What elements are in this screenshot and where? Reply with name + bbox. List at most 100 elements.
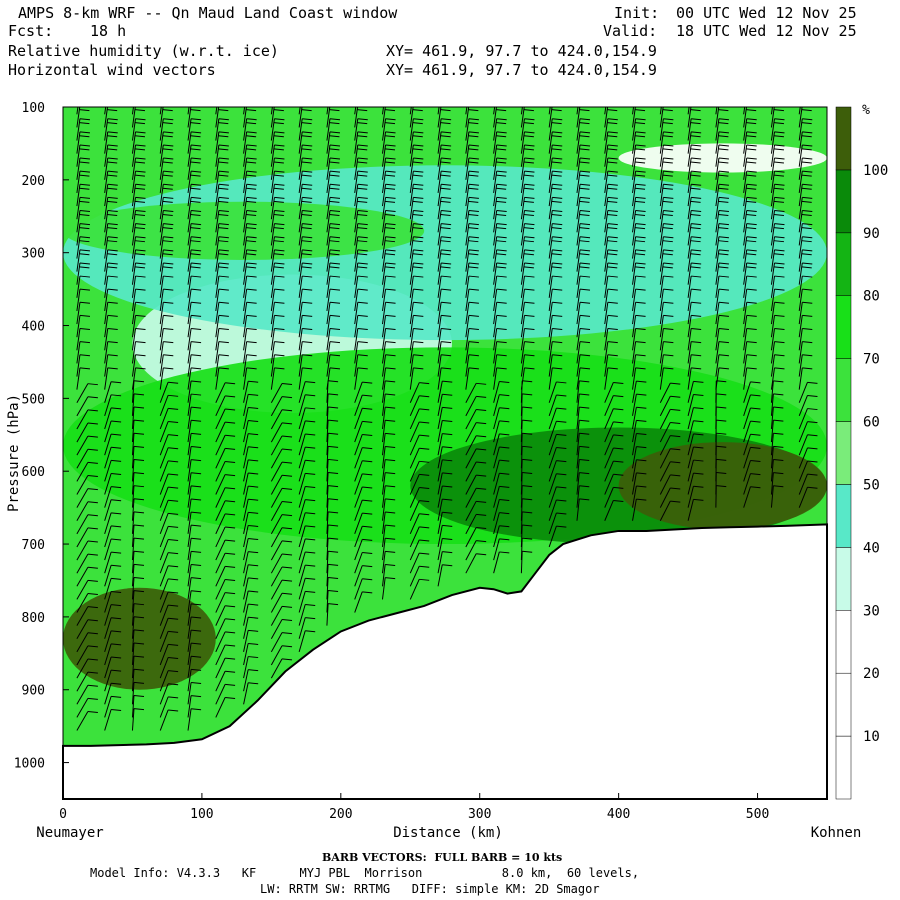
- wind-barb: [104, 472, 122, 495]
- barb-flag: [133, 472, 145, 475]
- wind-barb: [104, 617, 122, 639]
- barb-staff: [159, 434, 169, 456]
- barb-flag: [449, 107, 452, 108]
- barb-flag: [168, 512, 179, 515]
- wind-barb: [104, 341, 118, 364]
- barb-flag: [107, 96, 117, 97]
- wind-barb: [76, 474, 98, 495]
- barb-flag: [636, 92, 646, 93]
- barb-flag: [246, 148, 257, 151]
- wind-barb: [243, 433, 259, 456]
- barb-flag: [135, 367, 146, 370]
- barb-staff: [215, 382, 226, 403]
- barb-flag: [79, 314, 91, 317]
- barb-staff: [270, 461, 283, 482]
- wind-barb: [187, 708, 202, 731]
- barb-staff: [104, 328, 109, 351]
- wind-barb: [159, 447, 179, 469]
- barb-staff: [215, 684, 226, 705]
- barb-staff: [76, 580, 89, 600]
- barb-staff: [270, 593, 283, 613]
- wind-barb: [215, 144, 229, 167]
- wind-barb: [159, 131, 174, 154]
- barb-staff: [243, 407, 249, 430]
- wind-barb: [215, 382, 236, 403]
- wind-barb: [159, 288, 174, 312]
- barb-flag: [87, 566, 98, 569]
- barb-staff: [104, 656, 112, 679]
- barb-staff: [104, 696, 112, 718]
- barb-staff: [159, 683, 169, 705]
- barb-staff: [243, 669, 249, 692]
- barb-flag: [281, 566, 293, 569]
- barb-staff: [187, 564, 192, 587]
- wind-barb: [243, 669, 259, 692]
- wind-barb: [215, 657, 236, 679]
- wind-barb: [270, 501, 293, 521]
- wind-barb: [104, 590, 122, 613]
- wind-barb: [243, 196, 257, 220]
- wind-barb: [270, 514, 293, 535]
- barb-flag: [225, 500, 236, 503]
- wind-barb: [270, 461, 293, 482]
- barb-flag: [301, 122, 312, 125]
- barb-flag: [746, 96, 756, 97]
- wind-barb: [76, 606, 98, 626]
- barb-flag: [246, 144, 257, 147]
- colorbar-bin: [835, 421, 852, 485]
- barb-flag: [281, 527, 293, 530]
- barb-staff: [270, 658, 283, 679]
- barb-staff: [104, 538, 112, 561]
- barb-flag: [218, 249, 229, 252]
- barb-flag: [274, 354, 285, 357]
- barb-staff: [104, 512, 112, 535]
- wind-barb: [270, 118, 285, 141]
- barb-staff: [270, 606, 283, 626]
- barb-staff: [270, 289, 275, 312]
- barb-flag: [199, 107, 202, 108]
- barb-staff: [104, 565, 112, 587]
- barb-flag: [225, 539, 236, 542]
- barb-flag: [218, 174, 229, 177]
- barb-flag: [191, 170, 202, 173]
- wind-barb: [187, 419, 202, 443]
- barb-staff: [159, 578, 169, 600]
- barb-flag: [248, 472, 259, 475]
- barb-flag: [134, 148, 146, 151]
- barb-flag: [87, 474, 98, 477]
- barb-flag: [107, 253, 118, 256]
- wind-barb: [243, 511, 259, 534]
- wind-barb: [131, 170, 146, 194]
- wind-barb: [104, 328, 118, 351]
- x-tick-label: 0: [59, 807, 67, 822]
- barb-staff: [243, 459, 249, 482]
- barb-flag: [191, 472, 202, 475]
- barb-staff: [131, 511, 135, 534]
- barb-flag: [134, 187, 146, 190]
- barb-flag: [635, 96, 645, 97]
- barb-flag: [330, 92, 340, 93]
- barb-staff: [243, 564, 249, 587]
- barb-flag: [663, 92, 673, 93]
- barb-flag: [87, 697, 98, 700]
- wind-barb: [76, 645, 98, 666]
- barb-staff: [104, 578, 112, 600]
- barb-flag: [79, 301, 91, 304]
- barb-flag: [135, 118, 146, 121]
- barb-flag: [248, 538, 259, 541]
- barb-flag: [133, 642, 145, 645]
- barb-staff: [243, 394, 249, 416]
- barb-flag: [302, 92, 312, 93]
- barb-staff: [215, 671, 226, 692]
- wind-barb: [215, 288, 229, 312]
- barb-staff: [298, 525, 306, 548]
- barb-staff: [131, 564, 135, 587]
- barb-flag: [163, 183, 174, 186]
- wind-barb: [243, 107, 246, 115]
- barb-staff: [76, 632, 89, 653]
- wind-barb: [131, 681, 145, 705]
- barb-flag: [79, 109, 90, 112]
- barb-flag: [168, 381, 179, 384]
- wind-barb: [243, 498, 259, 521]
- wind-barb: [104, 656, 122, 679]
